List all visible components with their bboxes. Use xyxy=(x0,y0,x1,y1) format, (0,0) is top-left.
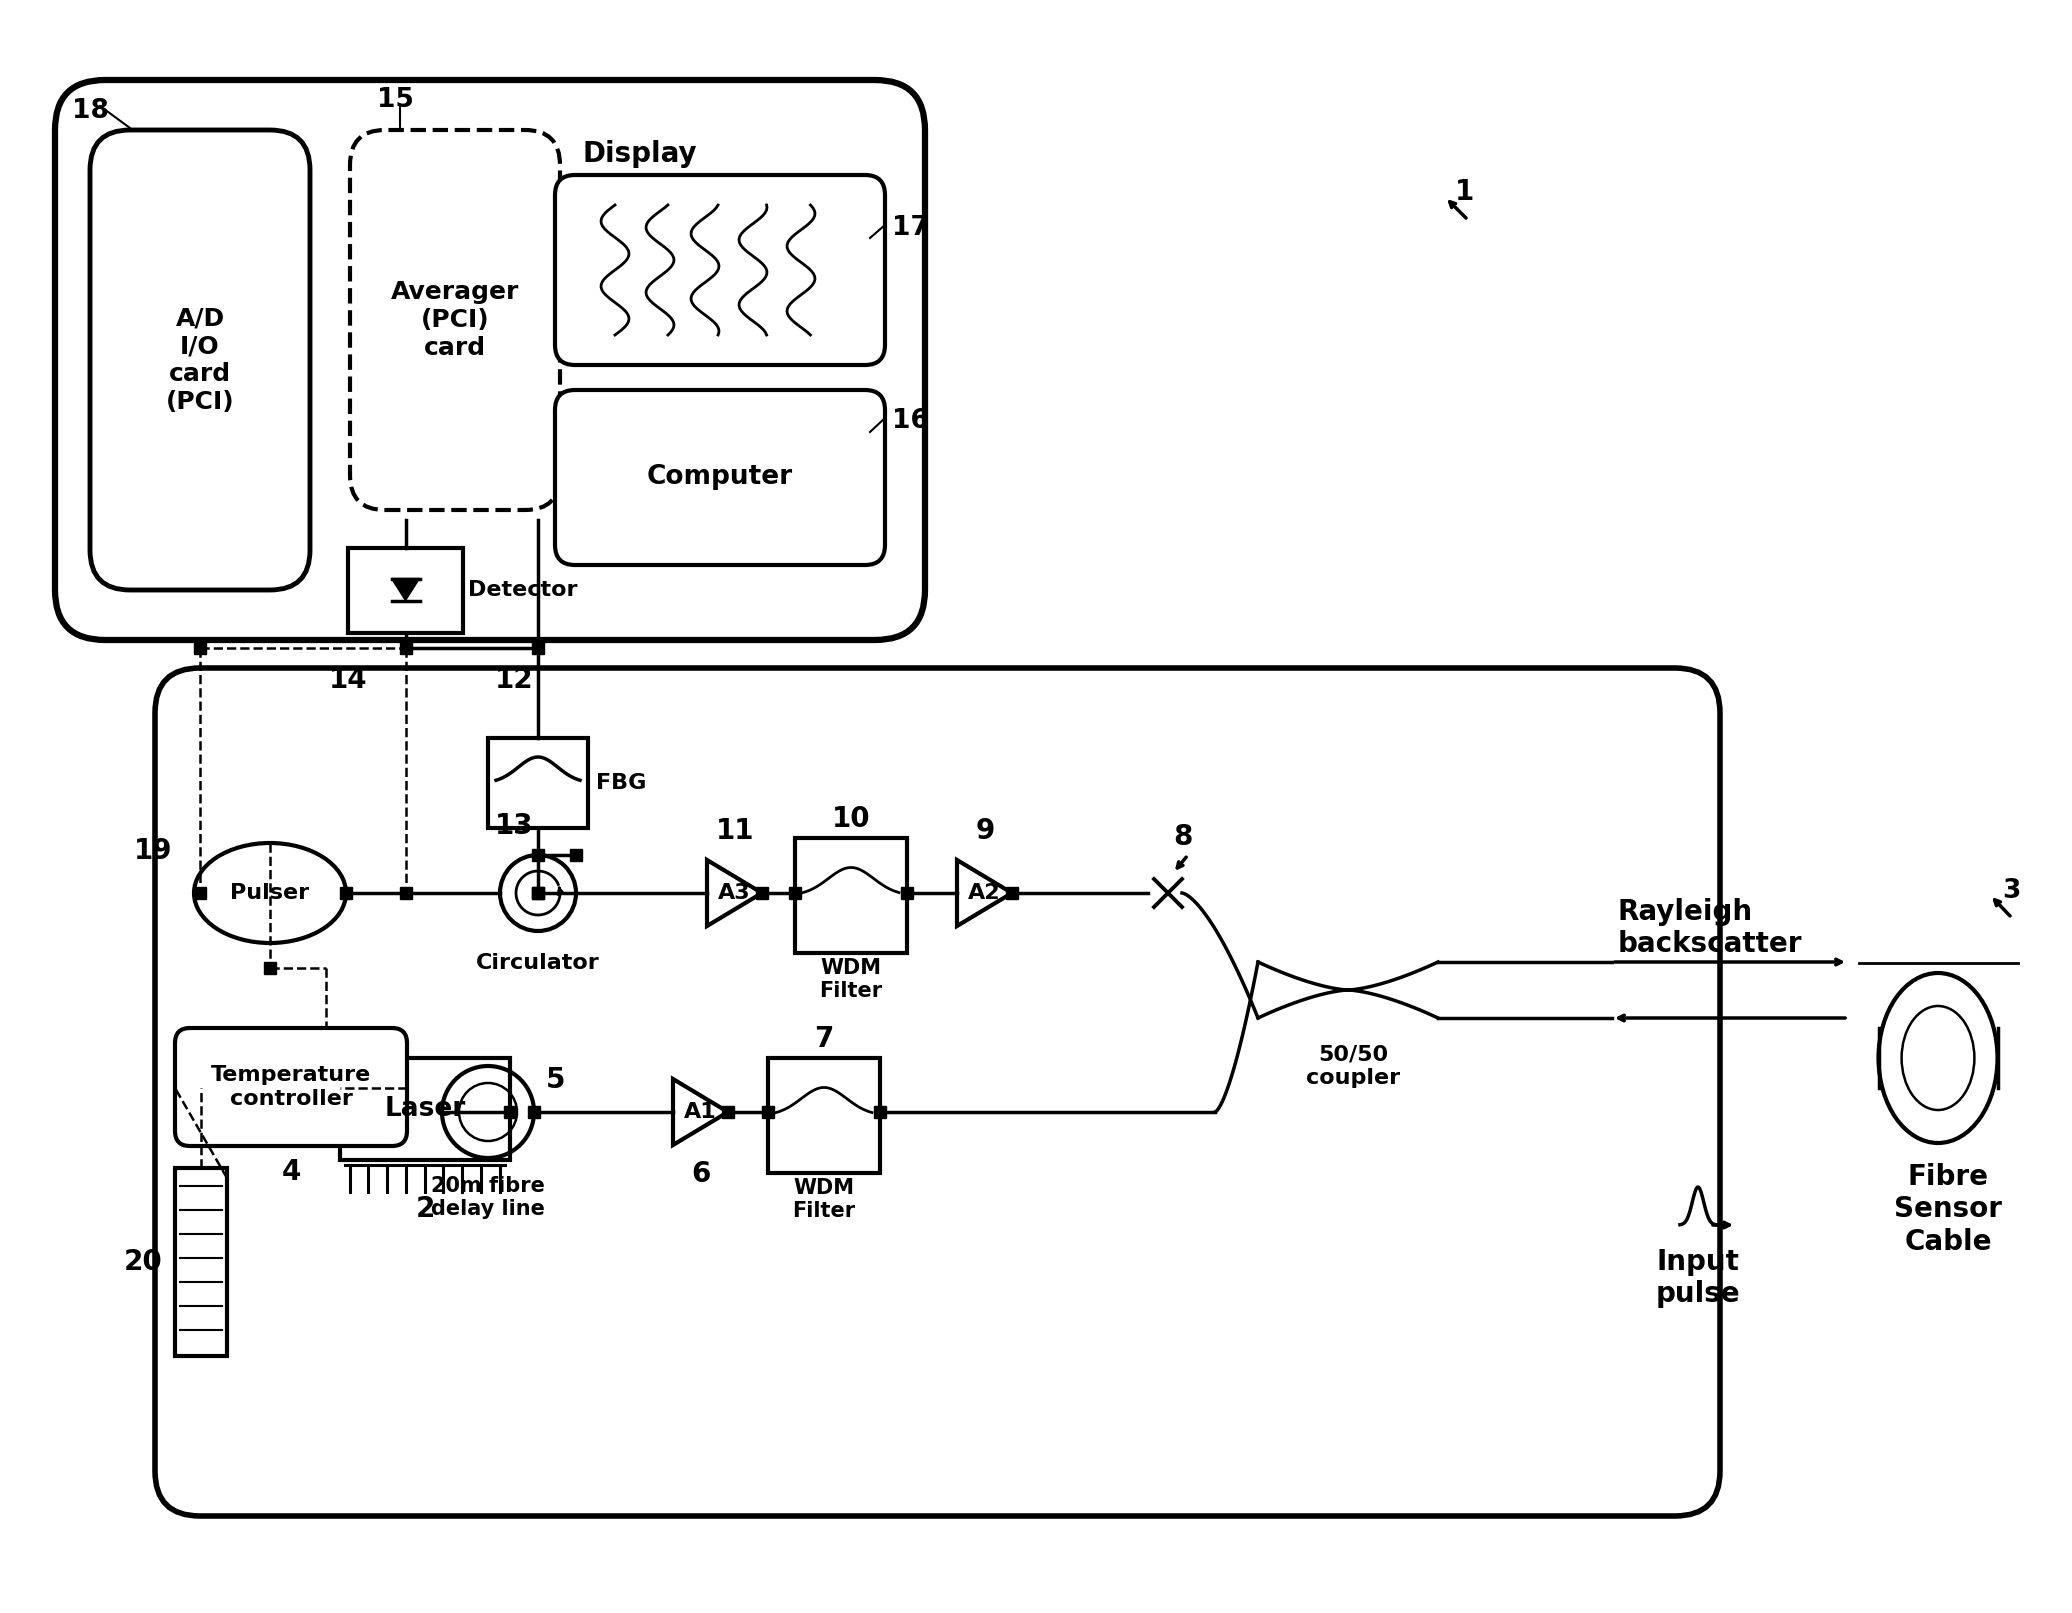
Text: 8: 8 xyxy=(1173,823,1191,852)
Text: 3: 3 xyxy=(2002,877,2020,903)
Text: 9: 9 xyxy=(976,818,995,845)
Text: 50/50
coupler: 50/50 coupler xyxy=(1305,1045,1401,1089)
Text: 16: 16 xyxy=(893,408,928,434)
FancyBboxPatch shape xyxy=(174,1027,406,1145)
Text: 20: 20 xyxy=(124,1248,164,1276)
Text: Circulator: Circulator xyxy=(477,953,601,973)
Text: FBG: FBG xyxy=(597,773,646,794)
Text: A2: A2 xyxy=(968,882,1001,903)
Text: WDM
Filter: WDM Filter xyxy=(818,958,883,1002)
Text: 12: 12 xyxy=(495,666,533,694)
Text: Pulser: Pulser xyxy=(230,882,309,903)
FancyBboxPatch shape xyxy=(350,131,559,510)
FancyBboxPatch shape xyxy=(555,390,885,565)
Bar xyxy=(340,1058,510,1160)
Text: A/D
I/O
card
(PCI): A/D I/O card (PCI) xyxy=(166,306,234,413)
Text: 5: 5 xyxy=(547,1066,566,1094)
Text: Laser: Laser xyxy=(385,1095,466,1123)
Polygon shape xyxy=(392,579,419,600)
Text: A3: A3 xyxy=(719,882,750,903)
Text: 13: 13 xyxy=(495,811,533,840)
Text: Averager
(PCI)
card: Averager (PCI) card xyxy=(392,281,520,360)
Bar xyxy=(489,739,588,827)
Text: 14: 14 xyxy=(329,666,367,694)
Text: 7: 7 xyxy=(814,1024,833,1053)
FancyBboxPatch shape xyxy=(56,81,924,640)
Bar xyxy=(348,548,462,632)
FancyBboxPatch shape xyxy=(155,668,1720,1516)
Text: Rayleigh
backscatter: Rayleigh backscatter xyxy=(1618,898,1803,958)
Text: 11: 11 xyxy=(715,818,754,845)
Text: Display: Display xyxy=(582,140,698,168)
Text: 20m fibre
delay line: 20m fibre delay line xyxy=(431,1176,545,1219)
Text: 18: 18 xyxy=(73,98,110,124)
Text: Fibre
Sensor
Cable: Fibre Sensor Cable xyxy=(1894,1163,2002,1257)
Text: 17: 17 xyxy=(893,215,928,240)
FancyBboxPatch shape xyxy=(555,174,885,365)
Text: 2: 2 xyxy=(414,1195,435,1223)
Bar xyxy=(174,1168,228,1357)
Bar xyxy=(769,1058,881,1173)
Text: A1: A1 xyxy=(684,1102,717,1123)
Text: 6: 6 xyxy=(692,1160,711,1189)
Text: WDM
Filter: WDM Filter xyxy=(792,1177,856,1221)
Text: Temperature
controller: Temperature controller xyxy=(211,1066,371,1108)
Text: Detector: Detector xyxy=(468,581,578,600)
Bar xyxy=(796,839,908,953)
Text: 10: 10 xyxy=(831,805,870,832)
Text: 19: 19 xyxy=(133,837,172,865)
Text: 15: 15 xyxy=(377,87,414,113)
Text: 1: 1 xyxy=(1455,177,1475,206)
Text: Input
pulse: Input pulse xyxy=(1656,1248,1740,1308)
Text: Computer: Computer xyxy=(646,465,794,490)
Text: 4: 4 xyxy=(282,1158,300,1186)
FancyBboxPatch shape xyxy=(89,131,311,590)
